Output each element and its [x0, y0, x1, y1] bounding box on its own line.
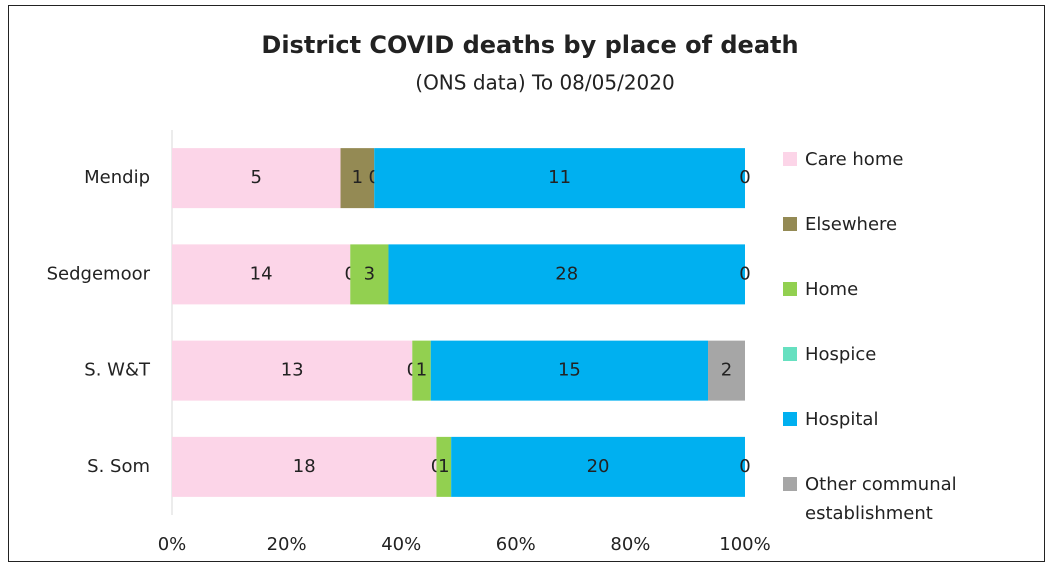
legend-label: Care home [805, 149, 904, 170]
legend-label: Elsewhere [805, 214, 898, 235]
chart-title: District COVID deaths by place of death [261, 31, 798, 59]
y-tick-label: S. Som [87, 456, 150, 477]
bar-segment [172, 148, 341, 209]
data-label: 0 [739, 263, 750, 284]
legend-swatch [783, 347, 797, 361]
bar-segment [388, 244, 745, 305]
legend-label: Home [805, 279, 859, 300]
x-tick-label: 40% [381, 534, 421, 555]
legend-item: Hospice [780, 337, 1010, 402]
legend-label: Hospice [805, 344, 877, 365]
bar-segment [436, 436, 452, 497]
x-tick-label: 100% [719, 534, 770, 555]
data-label: 20 [587, 456, 610, 477]
y-tick-label: S. W&T [84, 360, 151, 381]
x-tick-label: 60% [496, 534, 536, 555]
data-label: 0 [739, 456, 750, 477]
data-label: 28 [555, 263, 578, 284]
legend-item: Other communal establishment [780, 467, 1010, 532]
bar-segment [172, 244, 351, 305]
data-label: 1 [352, 167, 363, 188]
bar-segment [374, 148, 745, 209]
legend-label: Other communal establishment [805, 474, 957, 524]
data-label: 1 [438, 456, 449, 477]
legend-swatch [783, 477, 797, 491]
chart-subtitle: (ONS data) To 08/05/2020 [415, 71, 674, 95]
legend-swatch [783, 282, 797, 296]
y-tick-label: Sedgemoor [47, 263, 151, 284]
bar-segment [172, 436, 437, 497]
bar-segment [350, 244, 389, 305]
x-tick-label: 20% [267, 534, 307, 555]
legend: Care home Elsewhere Home Hospice Hospital Oth… [780, 142, 1010, 532]
legend-item: Care home [780, 142, 1010, 207]
bar-segment [708, 340, 745, 401]
data-label: 15 [558, 360, 581, 381]
bar-segment [430, 340, 709, 401]
bar-segment [172, 340, 413, 401]
data-label: 13 [281, 360, 304, 381]
data-label: 0 [739, 167, 750, 188]
legend-swatch [783, 412, 797, 426]
legend-swatch [783, 152, 797, 166]
legend-swatch [783, 217, 797, 231]
legend-label: Hospital [805, 409, 879, 430]
x-tick-label: 0% [158, 534, 187, 555]
data-label: 14 [250, 263, 273, 284]
legend-item: Hospital [780, 402, 1010, 467]
bar-segment [340, 148, 375, 209]
data-label: 2 [721, 360, 732, 381]
bar-segment [451, 436, 745, 497]
data-label: 11 [548, 167, 571, 188]
data-label: 18 [293, 456, 316, 477]
bar-segment [412, 340, 431, 401]
data-label: 5 [251, 167, 262, 188]
legend-item: Home [780, 272, 1010, 337]
data-label: 3 [364, 263, 375, 284]
x-tick-label: 80% [610, 534, 650, 555]
legend-item: Elsewhere [780, 207, 1010, 272]
data-label: 1 [416, 360, 427, 381]
y-tick-label: Mendip [84, 167, 150, 188]
